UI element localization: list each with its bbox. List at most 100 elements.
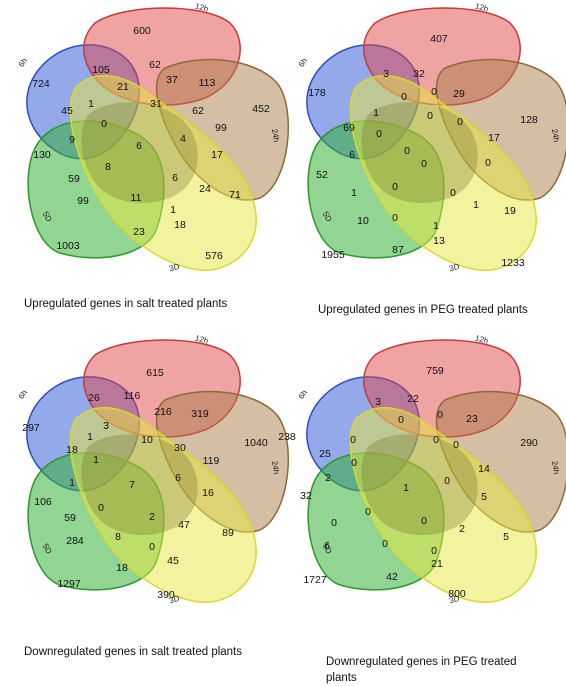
region-a18: 6 <box>172 172 178 184</box>
region-brown-only: 128 <box>520 114 538 126</box>
set-label-24h: 24h <box>550 128 561 143</box>
region-green-only: 1297 <box>57 578 81 590</box>
region-a5: 18 <box>66 444 78 456</box>
region-a19: 1 <box>351 187 357 199</box>
region-a17: 0 <box>365 506 371 518</box>
region-yellow-only: 800 <box>448 588 466 600</box>
region-green-only: 1727 <box>303 574 327 586</box>
region-a17: 0 <box>98 502 104 514</box>
region-a14: 0 <box>404 145 410 157</box>
region-a25: 87 <box>392 244 404 256</box>
region-a10: 0 <box>433 434 439 446</box>
region-a10: 10 <box>141 434 153 446</box>
region-a21: 0 <box>392 212 398 224</box>
region-a9: 0 <box>101 118 107 130</box>
region-a11: 0 <box>457 116 463 128</box>
caption-panel-3: Downregulated genes in salt treated plan… <box>24 646 243 658</box>
region-a25: 42 <box>386 571 398 583</box>
set-label-6h: 6h <box>17 56 29 68</box>
region-a5: 25 <box>319 448 331 460</box>
region-a3: 216 <box>154 406 172 418</box>
region-brown-only: 452 <box>252 103 270 115</box>
region-a11: 0 <box>453 439 459 451</box>
region-a6: 0 <box>401 91 407 103</box>
region-a20: 99 <box>77 195 89 207</box>
region-a16: 0 <box>485 157 491 169</box>
region-a2: 62 <box>149 59 161 71</box>
region-a17: 0 <box>392 181 398 193</box>
region-a18: 0 <box>450 187 456 199</box>
region-a14: 6 <box>136 140 142 152</box>
caption-panel-4: Downregulated genes in PEG treated plant… <box>326 656 517 684</box>
region-a24: 0 <box>149 541 155 553</box>
region-a9: 1 <box>93 454 99 466</box>
region-a1: 105 <box>92 64 110 76</box>
region-a7: 99 <box>215 122 227 134</box>
region-a7: 14 <box>478 463 490 475</box>
venn-panel-3: 6h 12h 24h 5D 3D 297 615 1040 1297 390 2… <box>17 334 290 605</box>
set-label-24h: 24h <box>550 460 561 475</box>
set-label-3d: 3D <box>448 262 460 273</box>
region-red-only: 615 <box>146 367 164 379</box>
region-a19: 59 <box>64 512 76 524</box>
region-a8: 0 <box>350 434 356 446</box>
region-a8: 1 <box>88 98 94 110</box>
region-a23: 71 <box>229 189 241 201</box>
region-a12: 52 <box>316 169 328 181</box>
region-brown-only: 1040 <box>244 437 268 449</box>
region-a1: 3 <box>375 396 381 408</box>
set-label-3d: 3D <box>168 594 180 605</box>
region-a6: 21 <box>117 81 129 93</box>
region-a19: 59 <box>68 173 80 185</box>
region-a10: 31 <box>150 98 162 110</box>
set-label-12h: 12h <box>474 2 489 14</box>
region-a17: 8 <box>105 161 111 173</box>
region-a25: 23 <box>133 226 145 238</box>
region-yellow-only: 1233 <box>501 257 525 269</box>
region-a12: 32 <box>300 490 312 502</box>
set-label-12h: 12h <box>194 334 209 346</box>
region-a20: 10 <box>357 215 369 227</box>
set-label-12h: 12h <box>474 334 489 346</box>
region-a23: 89 <box>222 527 234 539</box>
region-a25: 18 <box>116 562 128 574</box>
region-a12: 106 <box>34 496 52 508</box>
region-a9: 0 <box>351 457 357 469</box>
region-a13: 2 <box>325 472 331 484</box>
region-a26: 13 <box>433 235 445 247</box>
region-blue-only: 297 <box>22 422 40 434</box>
region-a22: 2 <box>459 523 465 535</box>
region-a3: 0 <box>431 86 437 98</box>
region-a20: 6 <box>324 540 330 552</box>
region-a4: 113 <box>199 77 216 89</box>
region-a26: 18 <box>174 219 186 231</box>
venn-panel-2: 6h 12h 24h 5D 3D 178 407 128 1955 1233 3… <box>297 2 566 273</box>
set-label-6h: 6h <box>297 388 309 400</box>
region-a3: 0 <box>437 409 443 421</box>
region-a10: 0 <box>427 110 433 122</box>
caption-panel-1: Upregulated genes in salt treated plants <box>24 298 228 310</box>
region-a7: 17 <box>488 132 500 144</box>
region-a16: 16 <box>202 487 214 499</box>
region-a22: 1 <box>473 199 479 211</box>
region-a15: 0 <box>444 475 450 487</box>
set-label-24h: 24h <box>270 460 281 475</box>
region-a23: 19 <box>504 205 516 217</box>
region-red-only: 759 <box>426 365 444 377</box>
venn-panel-1: 6h 12h 24h 5D 3D 724 600 452 1003 576 10… <box>17 2 290 273</box>
region-a24: 0 <box>431 545 437 557</box>
region-a2: 22 <box>407 393 419 405</box>
region-a15: 4 <box>180 133 186 145</box>
region-a1: 3 <box>383 68 389 80</box>
set-label-12h: 12h <box>194 2 209 14</box>
region-a13: 9 <box>69 134 75 146</box>
set-label-6h: 6h <box>17 388 29 400</box>
region-a2: 116 <box>124 390 141 402</box>
region-a18: 0 <box>421 515 427 527</box>
region-a26: 45 <box>167 555 179 567</box>
region-blue-only: 238 <box>278 431 296 443</box>
region-a12: 130 <box>33 149 51 161</box>
region-a15: 0 <box>421 158 427 170</box>
region-a21: 8 <box>115 531 121 543</box>
